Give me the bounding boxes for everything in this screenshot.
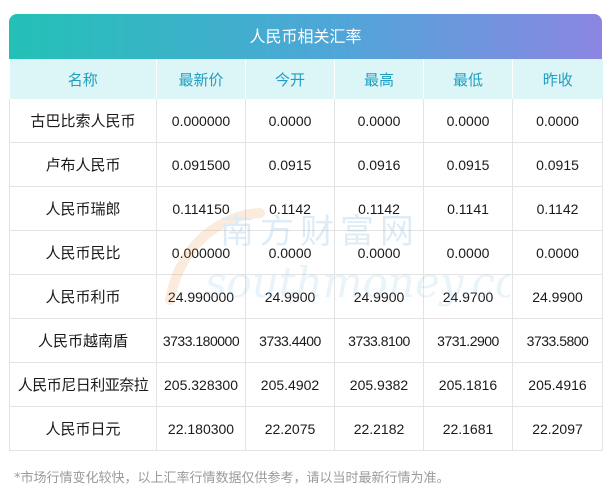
cell-low: 24.9700 xyxy=(423,274,513,319)
cell-low: 0.0915 xyxy=(423,142,513,187)
table-row: 卢布人民币 0.091500 0.0915 0.0916 0.0915 0.09… xyxy=(9,142,603,187)
cell-latest: 24.990000 xyxy=(156,274,246,319)
col-header-latest: 最新价 xyxy=(156,59,246,99)
cell-name: 卢布人民币 xyxy=(9,142,157,187)
cell-name: 人民币日元 xyxy=(9,406,157,451)
disclaimer-note: *市场行情变化较快，以上汇率行情数据仅供参考，请以当时最新行情为准。 xyxy=(14,471,450,486)
cell-latest: 22.180300 xyxy=(156,406,246,451)
cell-latest: 0.000000 xyxy=(156,230,246,275)
table-header-row: 名称 最新价 今开 最高 最低 昨收 xyxy=(9,59,603,99)
cell-high: 3733.8100 xyxy=(334,318,424,363)
cell-latest: 0.114150 xyxy=(156,186,246,231)
cell-prev-close: 205.4916 xyxy=(512,362,603,407)
cell-open: 205.4902 xyxy=(245,362,335,407)
table-row: 人民币尼日利亚奈拉 205.328300 205.4902 205.9382 2… xyxy=(9,362,603,407)
cell-latest: 3733.180000 xyxy=(156,318,246,363)
cell-name: 人民币利币 xyxy=(9,274,157,319)
cell-high: 205.9382 xyxy=(334,362,424,407)
cell-prev-close: 0.1142 xyxy=(512,186,603,231)
rate-table: 名称 最新价 今开 最高 最低 昨收 古巴比索人民币 0.000000 0.00… xyxy=(9,59,603,451)
cell-prev-close: 0.0000 xyxy=(512,99,603,143)
table-row: 古巴比索人民币 0.000000 0.0000 0.0000 0.0000 0.… xyxy=(9,99,603,143)
cell-open: 24.9900 xyxy=(245,274,335,319)
cell-open: 0.0000 xyxy=(245,99,335,143)
cell-name: 人民币尼日利亚奈拉 xyxy=(9,362,157,407)
cell-high: 24.9900 xyxy=(334,274,424,319)
cell-latest: 205.328300 xyxy=(156,362,246,407)
col-header-high: 最高 xyxy=(334,59,424,99)
cell-name: 人民币民比 xyxy=(9,230,157,275)
cell-low: 3731.2900 xyxy=(423,318,513,363)
cell-name: 人民币瑞郎 xyxy=(9,186,157,231)
cell-open: 0.0000 xyxy=(245,230,335,275)
cell-prev-close: 3733.5800 xyxy=(512,318,603,363)
cell-name: 古巴比索人民币 xyxy=(9,99,157,143)
col-header-prev-close: 昨收 xyxy=(512,59,603,99)
cell-prev-close: 24.9900 xyxy=(512,274,603,319)
cell-latest: 0.000000 xyxy=(156,99,246,143)
col-header-name: 名称 xyxy=(9,59,157,99)
table-row: 人民币日元 22.180300 22.2075 22.2182 22.1681 … xyxy=(9,406,603,451)
cell-high: 0.0916 xyxy=(334,142,424,187)
cell-high: 0.0000 xyxy=(334,99,424,143)
cell-latest: 0.091500 xyxy=(156,142,246,187)
cell-prev-close: 0.0915 xyxy=(512,142,603,187)
cell-open: 0.1142 xyxy=(245,186,335,231)
col-header-low: 最低 xyxy=(423,59,513,99)
cell-prev-close: 0.0000 xyxy=(512,230,603,275)
cell-high: 0.0000 xyxy=(334,230,424,275)
cell-open: 0.0915 xyxy=(245,142,335,187)
table-title: 人民币相关汇率 xyxy=(9,14,602,59)
cell-low: 0.0000 xyxy=(423,230,513,275)
table-row: 人民币民比 0.000000 0.0000 0.0000 0.0000 0.00… xyxy=(9,230,603,275)
col-header-open: 今开 xyxy=(245,59,335,99)
table-row: 人民币利币 24.990000 24.9900 24.9900 24.9700 … xyxy=(9,274,603,319)
cell-open: 22.2075 xyxy=(245,406,335,451)
cell-name: 人民币越南盾 xyxy=(9,318,157,363)
cell-high: 0.1142 xyxy=(334,186,424,231)
cell-low: 22.1681 xyxy=(423,406,513,451)
cell-open: 3733.4400 xyxy=(245,318,335,363)
cell-low: 205.1816 xyxy=(423,362,513,407)
rate-table-card: 人民币相关汇率 名称 最新价 今开 最高 最低 昨收 古巴比索人民币 0.000… xyxy=(9,14,603,451)
table-row: 人民币瑞郎 0.114150 0.1142 0.1142 0.1141 0.11… xyxy=(9,186,603,231)
cell-low: 0.1141 xyxy=(423,186,513,231)
cell-high: 22.2182 xyxy=(334,406,424,451)
table-row: 人民币越南盾 3733.180000 3733.4400 3733.8100 3… xyxy=(9,318,603,363)
cell-low: 0.0000 xyxy=(423,99,513,143)
cell-prev-close: 22.2097 xyxy=(512,406,603,451)
